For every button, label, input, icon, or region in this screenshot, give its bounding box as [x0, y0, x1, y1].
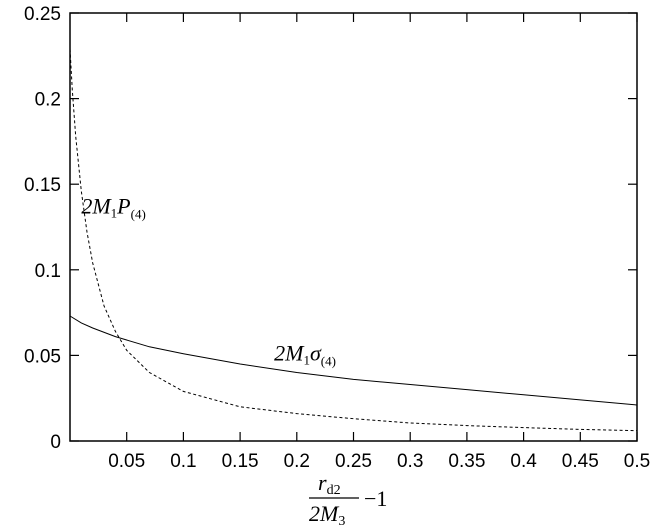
y-tick-label: 0.2 — [35, 90, 61, 111]
x-axis-label: rd2 2M3 −1 — [309, 470, 387, 529]
ticks: 0 0.05 0.1 0.15 0.2 0.25 0.05 0.1 0.15 0.2 0.25 0.3… — [24, 4, 650, 472]
x-tick-label: 0.5 — [624, 451, 650, 472]
x-tick-label: 0.4 — [510, 451, 537, 472]
x-tick-label: 0.3 — [397, 451, 423, 472]
series-line-0 — [69, 48, 638, 432]
y-tick-label: 0.05 — [24, 346, 61, 367]
x-axis-label-numerator: rd2 — [318, 470, 341, 498]
x-tick-label: 0.35 — [448, 451, 485, 472]
plot-frame — [69, 12, 638, 442]
y-tick-label: 0.1 — [35, 261, 61, 282]
x-tick-label: 0.2 — [284, 451, 310, 472]
x-tick-label: 0.15 — [222, 451, 259, 472]
x-axis-label-denominator: 2M3 — [309, 501, 345, 529]
x-tick-label: 0.05 — [108, 451, 145, 472]
series-line-1 — [69, 315, 638, 406]
x-tick-label: 0.45 — [562, 451, 599, 472]
x-axis-label-suffix: −1 — [364, 486, 387, 511]
y-tick-label: 0 — [50, 432, 61, 453]
series-label-1: 2M1σ(4) — [274, 341, 336, 369]
y-tick-label: 0.25 — [24, 4, 61, 25]
x-tick-label: 0.1 — [170, 451, 196, 472]
x-tick-label: 0.25 — [335, 451, 372, 472]
series-label-0: 2M1P(4) — [81, 193, 145, 221]
annotations: 2M1P(4) 2M1σ(4) — [81, 193, 336, 368]
y-tick-label: 0.15 — [24, 175, 61, 196]
plot-series — [69, 48, 638, 432]
